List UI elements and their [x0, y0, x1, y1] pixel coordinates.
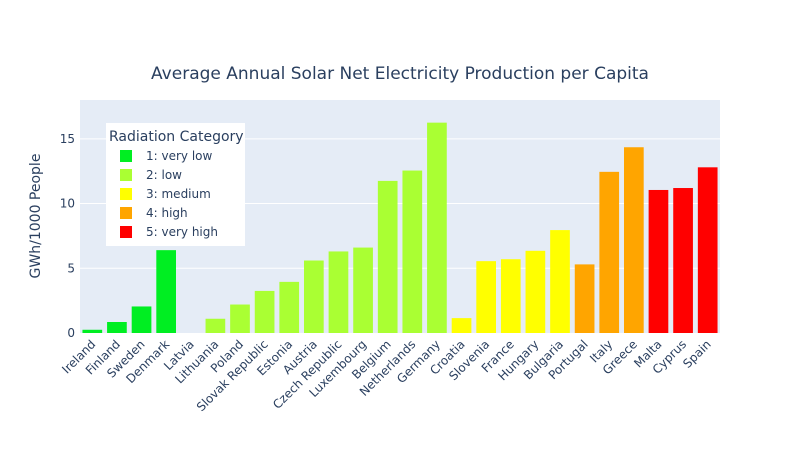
bar[interactable]	[697, 167, 718, 333]
legend-label[interactable]: 3: medium	[146, 187, 211, 201]
bar[interactable]	[402, 170, 423, 333]
bar[interactable]	[574, 264, 595, 333]
bar[interactable]	[624, 147, 644, 333]
bar[interactable]	[82, 329, 103, 333]
legend-box	[106, 123, 245, 246]
legend-label[interactable]: 1: very low	[146, 149, 213, 163]
bar[interactable]	[230, 304, 250, 333]
legend-items: 1: very low 2: low 3: medium 4: high 5: very…	[120, 149, 218, 239]
bar[interactable]	[451, 318, 472, 333]
y-tick-label: 10	[60, 197, 75, 211]
bar[interactable]	[131, 306, 152, 333]
bar[interactable]	[673, 188, 693, 333]
legend-label[interactable]: 4: high	[146, 206, 188, 220]
legend-swatch[interactable]	[120, 226, 132, 238]
bar[interactable]	[328, 251, 349, 333]
bar[interactable]	[476, 261, 496, 333]
y-tick-label: 5	[67, 261, 75, 275]
bar[interactable]	[107, 321, 127, 333]
legend[interactable]: Radiation Category 1: very low 2: low 3: m…	[106, 123, 245, 246]
legend-swatch[interactable]	[120, 188, 132, 200]
legend-title: Radiation Category	[109, 129, 244, 145]
y-tick-label: 15	[60, 132, 75, 146]
bar[interactable]	[156, 250, 176, 333]
bar[interactable]	[205, 318, 226, 333]
bar[interactable]	[648, 189, 669, 333]
legend-swatch[interactable]	[120, 150, 132, 162]
chart-title: Average Annual Solar Net Electricity Pro…	[151, 64, 649, 84]
bar[interactable]	[599, 171, 620, 333]
bar[interactable]	[353, 247, 373, 333]
legend-label[interactable]: 2: low	[146, 168, 182, 182]
bars	[82, 122, 718, 334]
bar[interactable]	[525, 250, 546, 333]
bar[interactable]	[279, 281, 300, 333]
y-axis-title: GWh/1000 People	[28, 154, 44, 279]
y-axis-ticks: 0 5 10 15	[60, 132, 75, 340]
bar[interactable]	[500, 259, 521, 333]
legend-swatch[interactable]	[120, 207, 132, 219]
bar[interactable]	[427, 122, 447, 334]
bar[interactable]	[377, 180, 398, 333]
legend-swatch[interactable]	[120, 169, 132, 181]
bar[interactable]	[304, 260, 324, 333]
y-tick-label: 0	[67, 326, 75, 340]
legend-label[interactable]: 5: very high	[146, 225, 218, 239]
bar[interactable]	[254, 290, 275, 333]
bar[interactable]	[550, 230, 570, 333]
